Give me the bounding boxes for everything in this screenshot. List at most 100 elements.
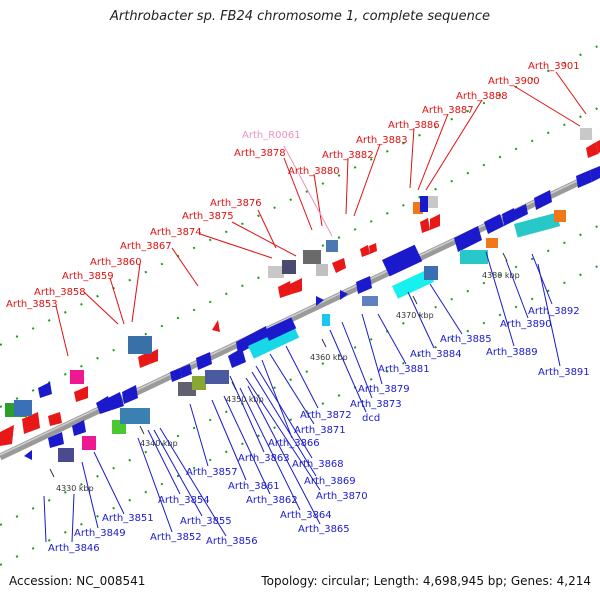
gene-arrow[interactable]	[138, 352, 150, 368]
gene-arrow[interactable]	[96, 396, 112, 414]
gene-label[interactable]: Arth_3892	[528, 306, 580, 317]
gene-arrow[interactable]	[278, 281, 292, 298]
gene-arrow[interactable]	[340, 290, 348, 300]
gene-arrow[interactable]	[24, 450, 32, 460]
gene-arrow[interactable]	[236, 326, 268, 354]
gene-label[interactable]: Arth_3888	[456, 91, 508, 102]
gene-box[interactable]	[460, 250, 488, 264]
gene-arrow[interactable]	[170, 368, 182, 382]
gene-arrow[interactable]	[72, 420, 86, 436]
gene-arrow[interactable]	[290, 278, 302, 294]
gene-box[interactable]	[303, 250, 321, 264]
gene-label[interactable]: Arth_3846	[48, 543, 100, 554]
gene-label[interactable]: Arth_3861	[228, 481, 280, 492]
gene-arrow[interactable]	[576, 170, 592, 188]
gene-arrow[interactable]	[316, 296, 324, 306]
gene-box[interactable]	[316, 264, 328, 276]
gene-box[interactable]	[205, 370, 229, 384]
gene-label[interactable]: Arth_3883	[356, 135, 408, 146]
gene-label[interactable]: Arth_3874	[150, 227, 202, 238]
gene-box[interactable]	[326, 240, 338, 252]
gene-box[interactable]	[513, 212, 561, 238]
gene-label[interactable]: Arth_3901	[528, 61, 580, 72]
gene-arrow[interactable]	[38, 382, 52, 398]
gene-label[interactable]: Arth_3882	[322, 150, 374, 161]
gene-arrow[interactable]	[420, 218, 430, 233]
gene-label[interactable]: Arth_3849	[74, 528, 126, 539]
gene-box[interactable]	[248, 324, 300, 359]
gene-box[interactable]	[554, 210, 566, 222]
gene-arrow[interactable]	[228, 348, 246, 368]
gene-arrow[interactable]	[596, 140, 600, 154]
gene-arrow[interactable]	[369, 243, 377, 254]
gene-label[interactable]: Arth_3890	[500, 319, 552, 330]
gene-label[interactable]: Arth_3870	[316, 491, 368, 502]
gene-label[interactable]: Arth_3876	[210, 198, 262, 209]
gene-label[interactable]: Arth_3867	[120, 241, 172, 252]
gene-label[interactable]: Arth_3889	[486, 347, 538, 358]
gene-label[interactable]: Arth_3887	[422, 105, 474, 116]
gene-arrow[interactable]	[454, 226, 482, 252]
gene-box[interactable]	[580, 128, 592, 140]
gene-arrow[interactable]	[430, 214, 440, 230]
gene-box[interactable]	[413, 202, 423, 214]
gene-box[interactable]	[392, 269, 435, 299]
gene-box[interactable]	[268, 266, 284, 278]
gene-box[interactable]	[322, 314, 330, 326]
gene-label[interactable]: Arth_3891	[538, 367, 590, 378]
gene-label[interactable]: Arth_3855	[180, 516, 232, 527]
gene-label[interactable]: Arth_3868	[292, 459, 344, 470]
gene-label[interactable]: Arth_3884	[410, 349, 462, 360]
gene-label[interactable]: Arth_3865	[298, 524, 350, 535]
gene-label[interactable]: Arth_3872	[300, 410, 352, 421]
gene-label[interactable]: Arth_3900	[488, 76, 540, 87]
gene-label[interactable]: Arth_3862	[246, 495, 298, 506]
gene-box[interactable]	[192, 376, 206, 390]
gene-box[interactable]	[82, 436, 96, 450]
gene-box[interactable]	[120, 408, 150, 424]
gene-label[interactable]: Arth_3854	[158, 495, 210, 506]
gene-label[interactable]: Arth_3879	[358, 384, 410, 395]
gene-label[interactable]: Arth_3859	[62, 271, 114, 282]
gene-arrow[interactable]	[590, 166, 600, 182]
gene-arrow[interactable]	[122, 385, 138, 404]
gene-label[interactable]: dcd	[362, 413, 380, 424]
gene-box[interactable]	[428, 196, 438, 208]
gene-label[interactable]: Arth_3864	[280, 510, 332, 521]
gene-label[interactable]: Arth_3860	[90, 257, 142, 268]
gene-box[interactable]	[382, 244, 423, 277]
gene-box[interactable]	[362, 296, 378, 306]
gene-box[interactable]	[178, 382, 196, 396]
gene-label[interactable]: Arth_3885	[440, 334, 492, 345]
gene-box[interactable]	[282, 260, 296, 274]
gene-arrow[interactable]	[534, 190, 552, 210]
gene-arrow[interactable]	[108, 392, 124, 410]
gene-arrow[interactable]	[74, 386, 88, 402]
gene-arrow[interactable]	[212, 320, 220, 332]
gene-arrow[interactable]	[0, 425, 14, 446]
gene-box[interactable]	[128, 336, 152, 354]
gene-arrow[interactable]	[502, 208, 516, 226]
gene-box[interactable]	[264, 317, 297, 341]
gene-box[interactable]	[14, 400, 32, 416]
gene-arrow[interactable]	[22, 412, 40, 434]
gene-label[interactable]: Arth_3873	[350, 399, 402, 410]
gene-arrow[interactable]	[484, 214, 504, 234]
gene-arrow[interactable]	[196, 352, 212, 370]
gene-arrow[interactable]	[180, 364, 192, 378]
gene-label[interactable]: Arth_3866	[268, 438, 320, 449]
gene-label[interactable]: Arth_3871	[294, 425, 346, 436]
gene-label[interactable]: Arth_3853	[6, 299, 58, 310]
gene-arrow[interactable]	[360, 245, 370, 257]
gene-arrow[interactable]	[356, 276, 372, 294]
gene-label[interactable]: Arth_3851	[102, 513, 154, 524]
gene-box[interactable]	[486, 238, 498, 248]
gene-label[interactable]: Arth_3869	[304, 476, 356, 487]
gene-label[interactable]: Arth_3886	[388, 120, 440, 131]
gene-label[interactable]: Arth_3875	[182, 211, 234, 222]
gene-label[interactable]: Arth_3858	[34, 287, 86, 298]
gene-arrow[interactable]	[586, 142, 598, 158]
gene-label-rna[interactable]: Arth_R0061	[242, 130, 301, 141]
gene-label[interactable]: Arth_3880	[288, 166, 340, 177]
gene-label[interactable]: Arth_3857	[186, 467, 238, 478]
